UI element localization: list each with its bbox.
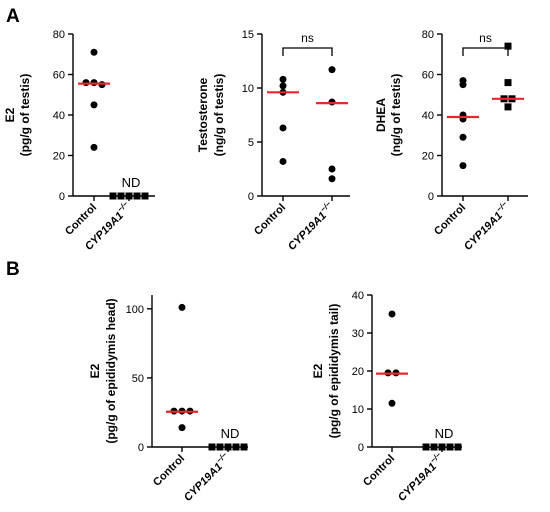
data-point bbox=[446, 443, 454, 451]
data-point bbox=[125, 192, 133, 200]
y-tick-label: 0 bbox=[59, 191, 65, 203]
y-tick-label: 40 bbox=[422, 110, 434, 122]
significance-bracket bbox=[462, 47, 509, 56]
data-point bbox=[504, 79, 512, 87]
y-tick-label: 0 bbox=[138, 442, 144, 454]
significance-label: ns bbox=[479, 31, 492, 45]
data-point bbox=[109, 192, 117, 200]
y-tick-label: 100 bbox=[126, 304, 144, 316]
panel-label-a: A bbox=[6, 6, 20, 27]
data-point bbox=[279, 124, 287, 132]
nd-annotation: ND bbox=[435, 426, 454, 441]
data-point bbox=[459, 133, 467, 141]
y-tick-label: 60 bbox=[53, 70, 65, 82]
data-point bbox=[504, 103, 512, 111]
x-category-label: Control bbox=[151, 453, 187, 489]
data-point bbox=[438, 443, 446, 451]
panel-label-b: B bbox=[6, 259, 20, 280]
data-point bbox=[178, 424, 186, 432]
y-axis-title-line2: (pg/g of epididymis tail) bbox=[327, 304, 341, 439]
y-tick-label: 0 bbox=[248, 191, 254, 203]
nd-annotation: ND bbox=[122, 175, 141, 190]
y-tick-label: 40 bbox=[352, 290, 364, 302]
y-axis-title-line1: E2 bbox=[311, 363, 325, 378]
y-axis-title-line1: E2 bbox=[3, 107, 17, 122]
data-point bbox=[459, 81, 467, 89]
data-point bbox=[279, 82, 287, 90]
data-point bbox=[454, 443, 462, 451]
data-point bbox=[117, 192, 125, 200]
data-point bbox=[430, 443, 438, 451]
y-tick-label: 20 bbox=[422, 151, 434, 163]
y-tick-label: 60 bbox=[422, 70, 434, 82]
data-point bbox=[328, 66, 336, 74]
y-axis-title-line1: E2 bbox=[88, 363, 102, 378]
significance-bracket bbox=[282, 47, 333, 56]
y-tick-label: 20 bbox=[53, 151, 65, 163]
data-point bbox=[208, 443, 216, 451]
y-axis-title-line2: (ng/g of testis) bbox=[212, 74, 226, 157]
data-point bbox=[224, 443, 232, 451]
y-tick-label: 80 bbox=[422, 29, 434, 41]
y-tick-label: 40 bbox=[53, 110, 65, 122]
y-axis-title-line2: (pg/g of epididymis head) bbox=[104, 298, 118, 443]
data-point bbox=[504, 42, 512, 50]
y-tick-label: 0 bbox=[358, 442, 364, 454]
y-tick-label: 0 bbox=[428, 191, 434, 203]
y-tick-label: 5 bbox=[248, 137, 254, 149]
data-point bbox=[328, 165, 336, 173]
data-point bbox=[328, 175, 336, 183]
data-point bbox=[90, 143, 98, 151]
y-tick-label: 80 bbox=[53, 29, 65, 41]
x-category-label: CYP19A1−/− bbox=[284, 199, 338, 253]
data-point bbox=[459, 162, 467, 170]
x-category-label: Control bbox=[252, 202, 288, 238]
y-axis-title-line1: Testosterone bbox=[196, 77, 210, 152]
y-tick-label: 20 bbox=[352, 366, 364, 378]
y-tick-label: 50 bbox=[132, 373, 144, 385]
data-point bbox=[216, 443, 224, 451]
significance-label: ns bbox=[301, 31, 314, 45]
data-point bbox=[90, 101, 98, 109]
nd-annotation: ND bbox=[221, 426, 240, 441]
data-point bbox=[141, 192, 149, 200]
data-point bbox=[388, 310, 396, 318]
y-tick-label: 15 bbox=[242, 29, 254, 41]
data-point bbox=[90, 48, 98, 56]
x-category-label: CYP19A1−/− bbox=[394, 450, 448, 504]
x-category-label: CYP19A1−/− bbox=[460, 199, 514, 253]
data-point bbox=[279, 157, 287, 165]
x-category-label: Control bbox=[432, 202, 468, 238]
data-point bbox=[240, 443, 248, 451]
y-axis-title-line2: (pg/g of testis) bbox=[18, 74, 32, 157]
x-category-label: Control bbox=[361, 453, 397, 489]
y-axis-title-line2: (ng/g of testis) bbox=[389, 74, 403, 157]
data-point bbox=[178, 303, 186, 311]
y-axis-title-line1: DHEA bbox=[374, 98, 388, 132]
y-tick-label: 10 bbox=[242, 83, 254, 95]
y-tick-label: 10 bbox=[352, 404, 364, 416]
x-category-label: CYP19A1−/− bbox=[180, 450, 234, 504]
data-point bbox=[388, 399, 396, 407]
data-point bbox=[232, 443, 240, 451]
data-point bbox=[279, 75, 287, 83]
data-point bbox=[422, 443, 430, 451]
data-point bbox=[133, 192, 141, 200]
y-tick-label: 30 bbox=[352, 328, 364, 340]
